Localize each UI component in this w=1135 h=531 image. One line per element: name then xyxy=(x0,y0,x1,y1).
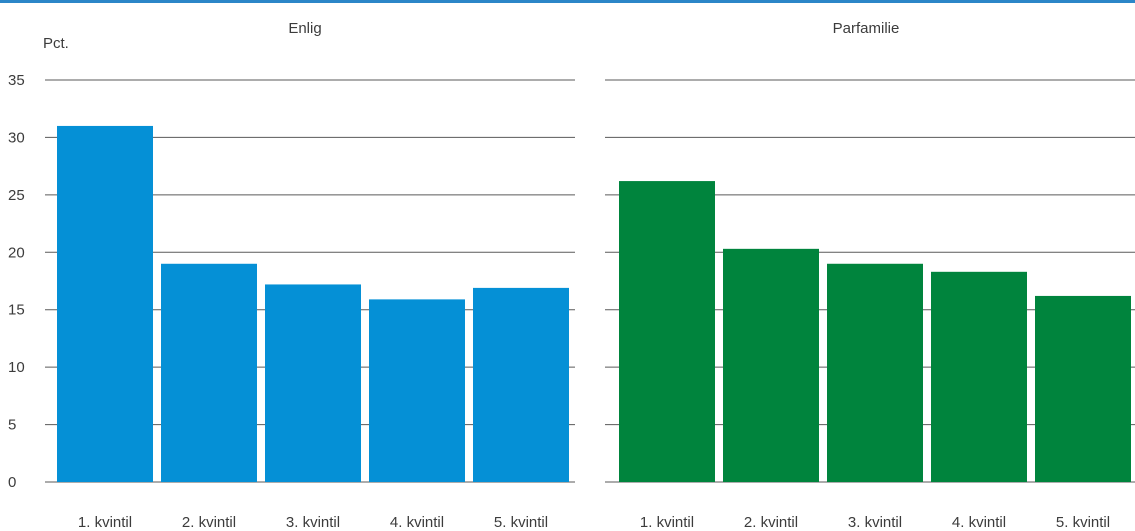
bar xyxy=(931,271,1027,482)
top-rule xyxy=(0,0,1135,3)
bar xyxy=(57,125,153,482)
x-tick-label: 1. kvintil xyxy=(78,514,132,531)
x-tick-label: 5. kvintil xyxy=(1056,514,1110,531)
panel-enlig: Enlig Pct. 0 5 10 15 20 25 30 35 1. kvintil 2. k… xyxy=(8,20,575,531)
x-tick-label: 5. kvintil xyxy=(494,514,548,531)
x-tick-labels-parfamilie: 1. kvintil 2. kvintil 3. kvintil 4. kvintil… xyxy=(640,514,1110,531)
bar xyxy=(1035,295,1131,482)
x-tick-label: 2. kvintil xyxy=(744,514,798,531)
x-tick-label: 4. kvintil xyxy=(952,514,1006,531)
y-tick-label: 35 xyxy=(8,72,25,89)
y-tick-label: 30 xyxy=(8,129,25,146)
bar xyxy=(369,299,465,482)
bar xyxy=(619,181,715,482)
x-tick-label: 4. kvintil xyxy=(390,514,444,531)
y-tick-label: 5 xyxy=(8,417,16,434)
bar xyxy=(265,284,361,482)
x-tick-label: 2. kvintil xyxy=(182,514,236,531)
y-tick-label: 25 xyxy=(8,187,25,204)
bar xyxy=(161,263,257,482)
bar xyxy=(827,263,923,482)
y-tick-label: 20 xyxy=(8,244,25,261)
x-tick-label: 3. kvintil xyxy=(848,514,902,531)
panel-title-parfamilie: Parfamilie xyxy=(833,20,900,37)
y-axis-label: Pct. xyxy=(43,35,69,52)
bars-enlig xyxy=(57,125,569,482)
x-tick-labels-enlig: 1. kvintil 2. kvintil 3. kvintil 4. kvintil… xyxy=(78,514,548,531)
y-tick-label: 0 xyxy=(8,474,16,491)
panel-parfamilie: Parfamilie 1. kvintil 2. kvintil 3. kvinti… xyxy=(605,20,1135,531)
y-tick-labels: 0 5 10 15 20 25 30 35 xyxy=(8,72,25,491)
x-tick-label: 3. kvintil xyxy=(286,514,340,531)
y-tick-label: 15 xyxy=(8,302,25,319)
bar xyxy=(473,287,569,482)
bar xyxy=(723,248,819,482)
bars-parfamilie xyxy=(619,181,1131,482)
panel-title-enlig: Enlig xyxy=(288,20,321,37)
x-tick-label: 1. kvintil xyxy=(640,514,694,531)
y-tick-label: 10 xyxy=(8,359,25,376)
